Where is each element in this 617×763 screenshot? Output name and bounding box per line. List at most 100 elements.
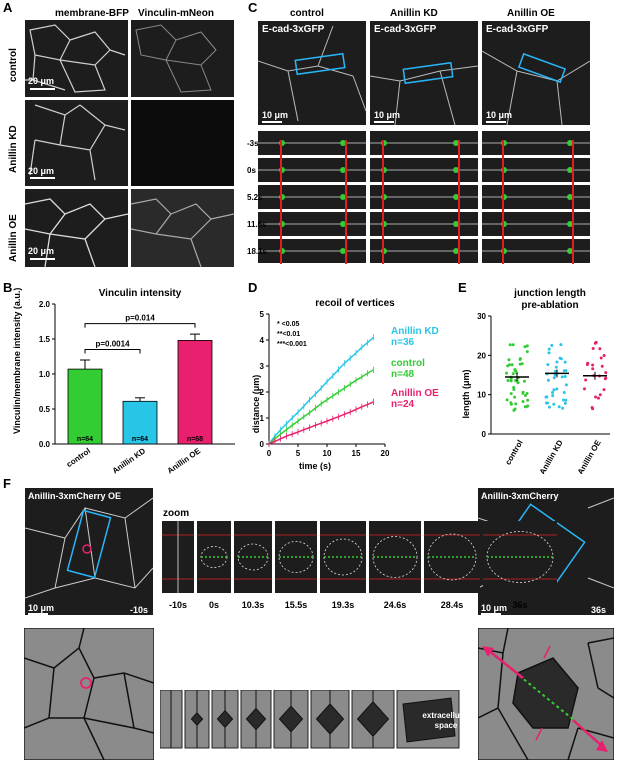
y-tick-label: 10 <box>477 391 486 400</box>
data-point <box>558 356 562 360</box>
scale-c2: 10 μm <box>374 110 401 120</box>
scale-a3: 20 μm <box>28 246 55 256</box>
kymo-time-label: 18.1s <box>247 247 268 256</box>
panel-letter-c: C <box>248 0 258 15</box>
zoom-time-label: -10s <box>168 600 187 610</box>
data-point <box>507 363 511 367</box>
panel-a-col1: membrane-BFP <box>55 8 129 19</box>
data-point <box>591 346 595 350</box>
data-point <box>563 360 567 364</box>
kymo-frame <box>258 239 366 263</box>
pvalue-bracket <box>84 349 141 354</box>
data-point <box>526 398 530 402</box>
chart-e: junction length pre-ablation length (μm)… <box>461 288 610 474</box>
category-label: Anillin OE <box>576 438 603 474</box>
series-line <box>268 369 374 445</box>
kymo-frame <box>258 212 366 236</box>
data-point <box>594 395 598 399</box>
significance-legend: **<0.01 <box>277 331 300 338</box>
data-point <box>602 353 606 357</box>
marker-c1: E-cad-3xGFP <box>262 24 325 35</box>
data-point <box>514 378 518 382</box>
kymo-time-label: 5.2s <box>247 193 263 202</box>
schematic-strip: extracellular space <box>160 690 470 749</box>
scalebar-c1 <box>262 121 282 123</box>
scalebar-a2 <box>30 177 55 179</box>
panel-a-row-oe: Anillin OE <box>8 214 19 262</box>
data-point <box>514 402 518 406</box>
zoom-frame <box>320 521 366 593</box>
zoom-frame <box>234 521 272 593</box>
data-point <box>505 398 509 402</box>
y-tick-label: 0.0 <box>39 440 51 449</box>
scalebar-c3 <box>486 121 506 123</box>
data-point <box>551 394 555 398</box>
arrow-lr-icon <box>572 719 603 747</box>
data-point <box>508 343 512 347</box>
panel-a-row-control: control <box>8 48 19 82</box>
n-label: n=64 <box>77 436 93 443</box>
category-label: control <box>65 446 92 469</box>
data-point <box>553 369 557 373</box>
marker-c2: E-cad-3xGFP <box>374 24 437 35</box>
data-point <box>591 363 595 367</box>
bar <box>122 400 158 445</box>
arrow-ul-icon <box>487 649 524 679</box>
wound-shape <box>402 697 456 743</box>
data-point <box>547 405 551 409</box>
scalebar-a1 <box>30 88 55 90</box>
y-tick-label: 5 <box>260 310 265 319</box>
ablation-point-icon <box>80 677 92 689</box>
f-right-title: Anillin-3xmCherry <box>481 491 559 501</box>
micrograph-a-control-membrane <box>25 20 128 97</box>
series-name: control <box>391 358 425 369</box>
kymo-frame <box>258 131 366 155</box>
chart-b-ylabel: Vinculin/membrane intensity (a.u.) <box>12 288 22 434</box>
data-point <box>509 377 513 381</box>
series-name: Anillin OE <box>391 388 439 399</box>
data-point <box>513 395 517 399</box>
zoom-time-label: 24.6s <box>383 600 407 610</box>
data-point <box>604 371 608 375</box>
schematic-right <box>478 628 614 760</box>
data-point <box>602 388 606 392</box>
y-tick-label: 0 <box>482 430 487 439</box>
data-point <box>514 369 518 373</box>
f-right-scalebar <box>481 613 501 615</box>
zoom-time-label: 15.5s <box>284 600 308 610</box>
data-point <box>523 345 527 349</box>
chart-e-ylabel: length (μm) <box>461 369 471 418</box>
data-point <box>598 393 602 397</box>
scale-a2: 20 μm <box>28 166 55 176</box>
n-label: n=64 <box>132 436 148 443</box>
category-label: Anillin KD <box>538 438 565 474</box>
data-point <box>600 364 604 368</box>
y-tick-label: 1 <box>260 414 265 423</box>
f-right-time: 36s <box>591 605 607 615</box>
data-point <box>512 408 516 412</box>
f-left-scalebar <box>28 613 48 615</box>
zoom-time-label: 0s <box>208 600 219 610</box>
data-point <box>586 361 590 365</box>
chart-d-ylabel: distance (μm) <box>251 375 261 434</box>
scalebar-a3 <box>30 258 55 260</box>
vertex-line <box>280 140 282 264</box>
micrograph-c-kd <box>370 21 478 125</box>
series-n: n=48 <box>391 369 415 380</box>
kymo-frame <box>370 239 478 263</box>
y-tick-label: 0.5 <box>39 405 51 414</box>
data-point <box>552 388 556 392</box>
data-point <box>584 378 588 382</box>
data-point <box>563 401 567 405</box>
chart-d: recoil of vertices distance (μm) time (s… <box>251 298 439 471</box>
data-point <box>560 375 564 379</box>
category-label: Anillin KD <box>111 446 148 474</box>
f-left-scale: 10 μm <box>28 603 55 613</box>
chart-e-title-2: pre-ablation <box>521 300 578 311</box>
x-tick-label: 0 <box>267 449 272 458</box>
x-tick-label: 15 <box>352 449 361 458</box>
zoom-frame <box>483 521 557 593</box>
micrograph-a-kd-vinculin <box>131 100 234 186</box>
data-point <box>557 405 561 409</box>
data-point <box>551 391 555 395</box>
